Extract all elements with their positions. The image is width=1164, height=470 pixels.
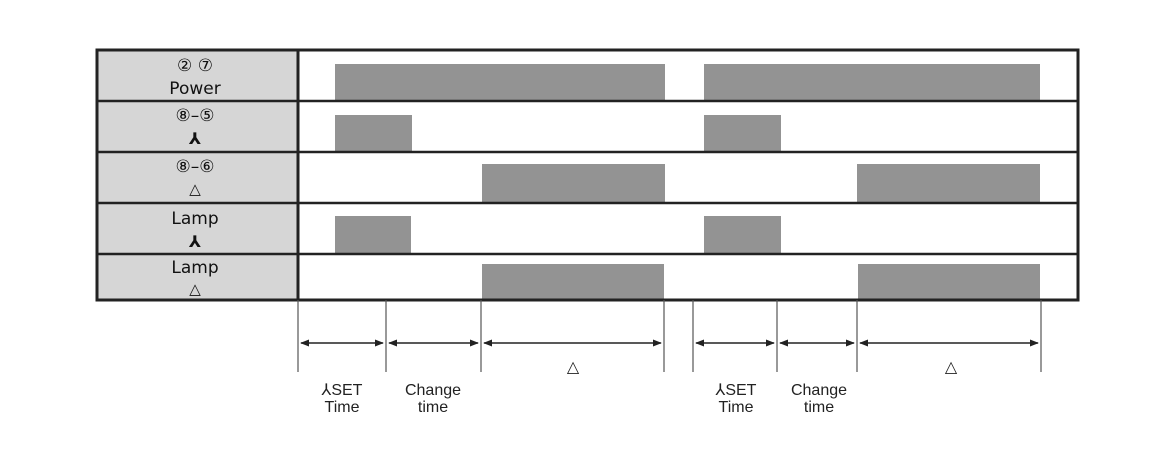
interval-label-change-2: Change xyxy=(791,382,847,399)
time-markers xyxy=(297,300,1042,372)
lamp-delta-bar-2 xyxy=(858,264,1040,300)
row-label-8-5-terminals: ⑧–⑤ xyxy=(176,106,215,126)
output-8-5-bar-2 xyxy=(704,115,781,151)
diagram-grid xyxy=(95,48,1080,302)
row-header-lamp-star xyxy=(97,203,298,254)
row-label-power-terminals: ② ⑦ xyxy=(177,56,213,76)
row-header-lamp-delta xyxy=(97,254,298,300)
power-on-bar-2 xyxy=(704,64,1040,100)
lamp-delta-bar-1 xyxy=(482,264,664,300)
output-8-6-bar-2 xyxy=(857,164,1040,202)
row-header-power xyxy=(97,50,298,101)
interval-label-time-1: Time xyxy=(325,399,360,416)
row-label-lamp-star: Lamp xyxy=(171,209,218,229)
interval-label-change-time-2: time xyxy=(804,399,834,416)
interval-label-delta-1: △ xyxy=(567,359,580,376)
output-8-6-bar-1 xyxy=(482,164,665,202)
row-header-8-5 xyxy=(97,101,298,152)
interval-label-time-2: Time xyxy=(719,399,754,416)
row-label-lamp-star-icon: ⅄ xyxy=(188,232,201,251)
output-8-5-bar-1 xyxy=(335,115,412,151)
power-on-bar-1 xyxy=(335,64,665,100)
interval-label-star-set-1: ⅄SET xyxy=(321,382,363,399)
interval-label-change-time-1: time xyxy=(418,399,448,416)
row-label-power: Power xyxy=(169,79,220,99)
row-header-8-6 xyxy=(97,152,298,203)
lamp-star-bar-1 xyxy=(335,216,411,253)
interval-label-delta-2: △ xyxy=(945,359,958,376)
row-label-lamp-delta: Lamp xyxy=(171,258,218,278)
row-label-8-6-delta-icon: △ xyxy=(189,180,201,198)
row-label-8-6-terminals: ⑧–⑥ xyxy=(176,157,215,177)
row-label-8-5-star-icon: ⅄ xyxy=(188,129,201,148)
lamp-star-bar-2 xyxy=(704,216,781,253)
interval-label-star-set-2: ⅄SET xyxy=(715,382,757,399)
row-label-lamp-delta-icon: △ xyxy=(189,280,201,298)
interval-label-change-1: Change xyxy=(405,382,461,399)
